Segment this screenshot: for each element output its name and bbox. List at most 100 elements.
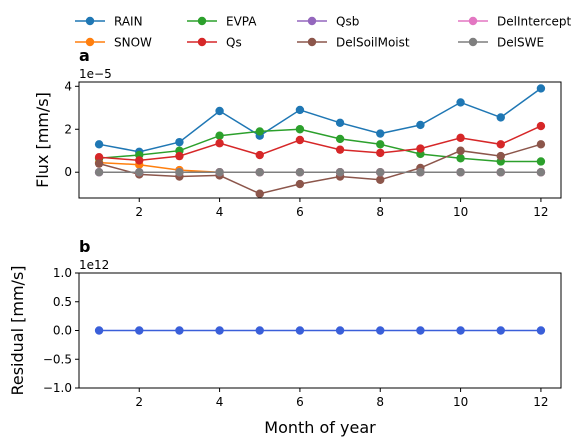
data-point-a-delsoilmoist-8 [376,175,385,184]
data-point-a-delswe-7 [335,168,345,177]
data-point-a-delsoilmoist-5 [255,189,264,198]
data-point-a-delsoilmoist-1 [94,159,104,168]
data-point-a-evpa-6 [295,125,305,134]
data-point-b-residual-1 [94,326,104,335]
data-point-b-residual-10 [456,326,465,335]
data-point-a-delsoilmoist-6 [295,179,305,189]
panel-label-a: a [79,46,90,65]
data-point-a-qs-2 [135,156,144,165]
data-point-b-residual-7 [335,326,345,335]
data-point-a-delswe-1 [94,168,104,177]
data-point-a-evpa-7 [335,134,345,144]
legend-marker-delsoilmoist [307,37,317,47]
data-point-a-delswe-12 [536,168,546,177]
data-point-a-delswe-9 [416,168,425,177]
x-tick-label-b-2: 2 [135,395,143,409]
legend-label-rain: RAIN [114,15,143,29]
y-scale-label-a: 1e−5 [79,67,112,81]
series-line-a-qs [99,125,542,162]
legend-marker-rain [85,16,95,26]
data-point-b-residual-11 [496,326,505,335]
x-tick-label-a-12: 12 [533,205,548,219]
legend-label-delsoilmoist: DelSoilMoist [336,36,410,50]
y-axis-label-a: Flux [mm/s] [33,92,52,188]
data-point-a-qs-11 [496,140,505,149]
data-point-a-evpa-4 [215,131,224,140]
data-point-a-rain-11 [496,113,505,122]
y-tick-label-b-2: 0.0 [53,324,72,338]
legend-label-delintercept: DelIntercept [497,15,571,29]
series-line-a-rain [98,87,542,153]
y-scale-label-b: 1e12 [79,258,109,272]
legend-label-snow: SNOW [114,36,152,50]
data-point-a-delswe-8 [376,168,385,177]
data-point-b-residual-5 [255,326,264,335]
y-axis-label-b: Residual [mm/s] [8,265,27,395]
y-tick-label-b-0: −1.0 [43,381,72,395]
axes-frame-a [78,81,562,199]
y-tick-label-a-1: 2 [64,122,72,136]
legend-marker-delintercept [468,16,478,26]
legend-label-evpa: EVPA [226,15,257,29]
series-line-a-snow [99,161,541,173]
panel-label-b: b [79,237,90,256]
data-point-a-qs-3 [175,151,184,161]
data-point-b-residual-4 [215,326,224,335]
chart-legend: RAIN SNOW EVPA Qs Qsb DelSoilMoist DelIntercep… [75,15,571,50]
data-point-a-qs-6 [295,135,305,145]
y-tick-label-b-4: 1.0 [53,266,72,280]
data-point-a-delswe-10 [456,168,465,177]
data-point-a-rain-6 [295,105,305,115]
data-point-a-delswe-6 [295,168,305,177]
data-point-b-residual-2 [135,326,144,335]
data-point-b-residual-12 [536,326,546,335]
y-tick-label-b-3: 0.5 [53,295,72,309]
data-point-a-delswe-4 [215,168,224,177]
legend-marker-snow [85,37,95,47]
data-point-a-rain-9 [416,120,425,130]
data-point-b-residual-6 [295,326,305,335]
x-tick-label-b-6: 6 [296,395,304,409]
data-point-a-rain-12 [536,84,546,93]
data-point-b-residual-8 [376,326,385,335]
data-point-a-rain-7 [335,118,345,128]
data-point-a-qs-7 [335,145,345,154]
data-point-a-evpa-5 [255,127,264,136]
legend-marker-delswe [468,37,478,47]
y-tick-label-b-1: −0.5 [43,352,72,366]
data-point-a-delswe-3 [175,168,184,177]
data-point-a-evpa-8 [376,140,385,149]
x-axis-label-b: Month of year [264,418,376,437]
data-point-a-evpa-10 [456,154,465,163]
data-point-a-delswe-5 [255,168,264,177]
data-point-b-residual-9 [416,326,425,335]
x-tick-label-a-10: 10 [453,205,468,219]
data-point-a-rain-1 [94,140,104,149]
y-tick-label-a-0: 0 [64,165,72,179]
data-point-a-qs-4 [215,139,224,148]
data-point-a-delsoilmoist-12 [536,140,546,149]
x-tick-label-a-6: 6 [296,205,304,219]
y-tick-label-a-2: 4 [64,79,72,93]
data-point-a-qs-8 [376,148,385,158]
x-tick-label-b-8: 8 [376,395,384,409]
panel-a-flux: 2 4 6 8 10 12 0 2 4 1e−5 a Flux [mm/s] [33,46,562,219]
x-tick-label-b-10: 10 [453,395,468,409]
legend-marker-qsb [307,16,317,26]
data-point-a-rain-10 [456,98,465,107]
legend-marker-evpa [197,16,207,26]
legend-marker-qs [197,37,207,47]
data-point-a-rain-8 [376,129,385,138]
x-tick-label-b-4: 4 [216,395,224,409]
x-tick-label-a-8: 8 [376,205,384,219]
series-line-a-delsoilmoist [98,143,542,195]
data-point-a-delsoilmoist-10 [456,146,465,155]
x-tick-label-a-4: 4 [216,205,224,219]
data-point-a-qs-5 [255,150,264,160]
data-point-a-delswe-2 [135,168,144,177]
x-tick-label-a-2: 2 [135,205,143,219]
data-point-a-delsoilmoist-11 [496,151,505,161]
x-tick-label-b-12: 12 [533,395,548,409]
legend-label-delswe: DelSWE [497,36,544,50]
